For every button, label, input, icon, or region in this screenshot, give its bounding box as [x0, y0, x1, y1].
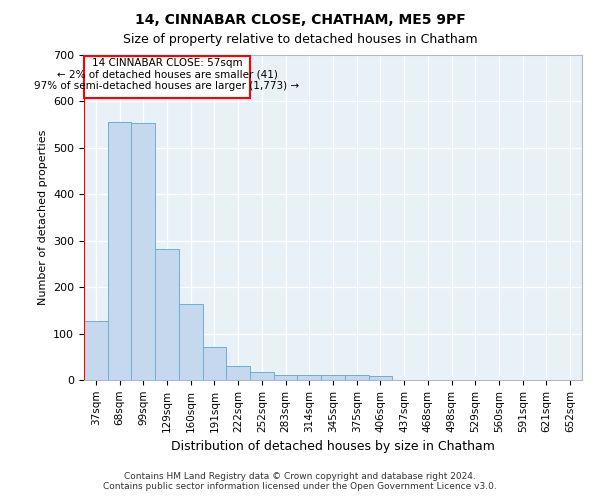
Bar — [179, 304, 203, 380]
Text: Size of property relative to detached houses in Chatham: Size of property relative to detached ho… — [122, 32, 478, 46]
Bar — [131, 123, 155, 380]
Bar — [368, 376, 392, 380]
Bar — [226, 366, 250, 380]
Bar — [321, 376, 345, 380]
Bar — [274, 376, 298, 380]
X-axis label: Distribution of detached houses by size in Chatham: Distribution of detached houses by size … — [171, 440, 495, 453]
Bar — [203, 346, 226, 380]
FancyBboxPatch shape — [84, 56, 250, 98]
Text: Contains HM Land Registry data © Crown copyright and database right 2024.
Contai: Contains HM Land Registry data © Crown c… — [103, 472, 497, 491]
Bar — [250, 372, 274, 380]
Bar — [298, 376, 321, 380]
Bar — [155, 248, 179, 380]
Bar — [345, 376, 368, 380]
Text: ← 2% of detached houses are smaller (41): ← 2% of detached houses are smaller (41) — [56, 70, 277, 80]
Text: 97% of semi-detached houses are larger (1,773) →: 97% of semi-detached houses are larger (… — [34, 81, 299, 91]
Bar — [108, 122, 131, 380]
Text: 14, CINNABAR CLOSE, CHATHAM, ME5 9PF: 14, CINNABAR CLOSE, CHATHAM, ME5 9PF — [134, 12, 466, 26]
Y-axis label: Number of detached properties: Number of detached properties — [38, 130, 47, 305]
Bar — [84, 320, 108, 380]
Text: 14 CINNABAR CLOSE: 57sqm: 14 CINNABAR CLOSE: 57sqm — [92, 58, 242, 68]
